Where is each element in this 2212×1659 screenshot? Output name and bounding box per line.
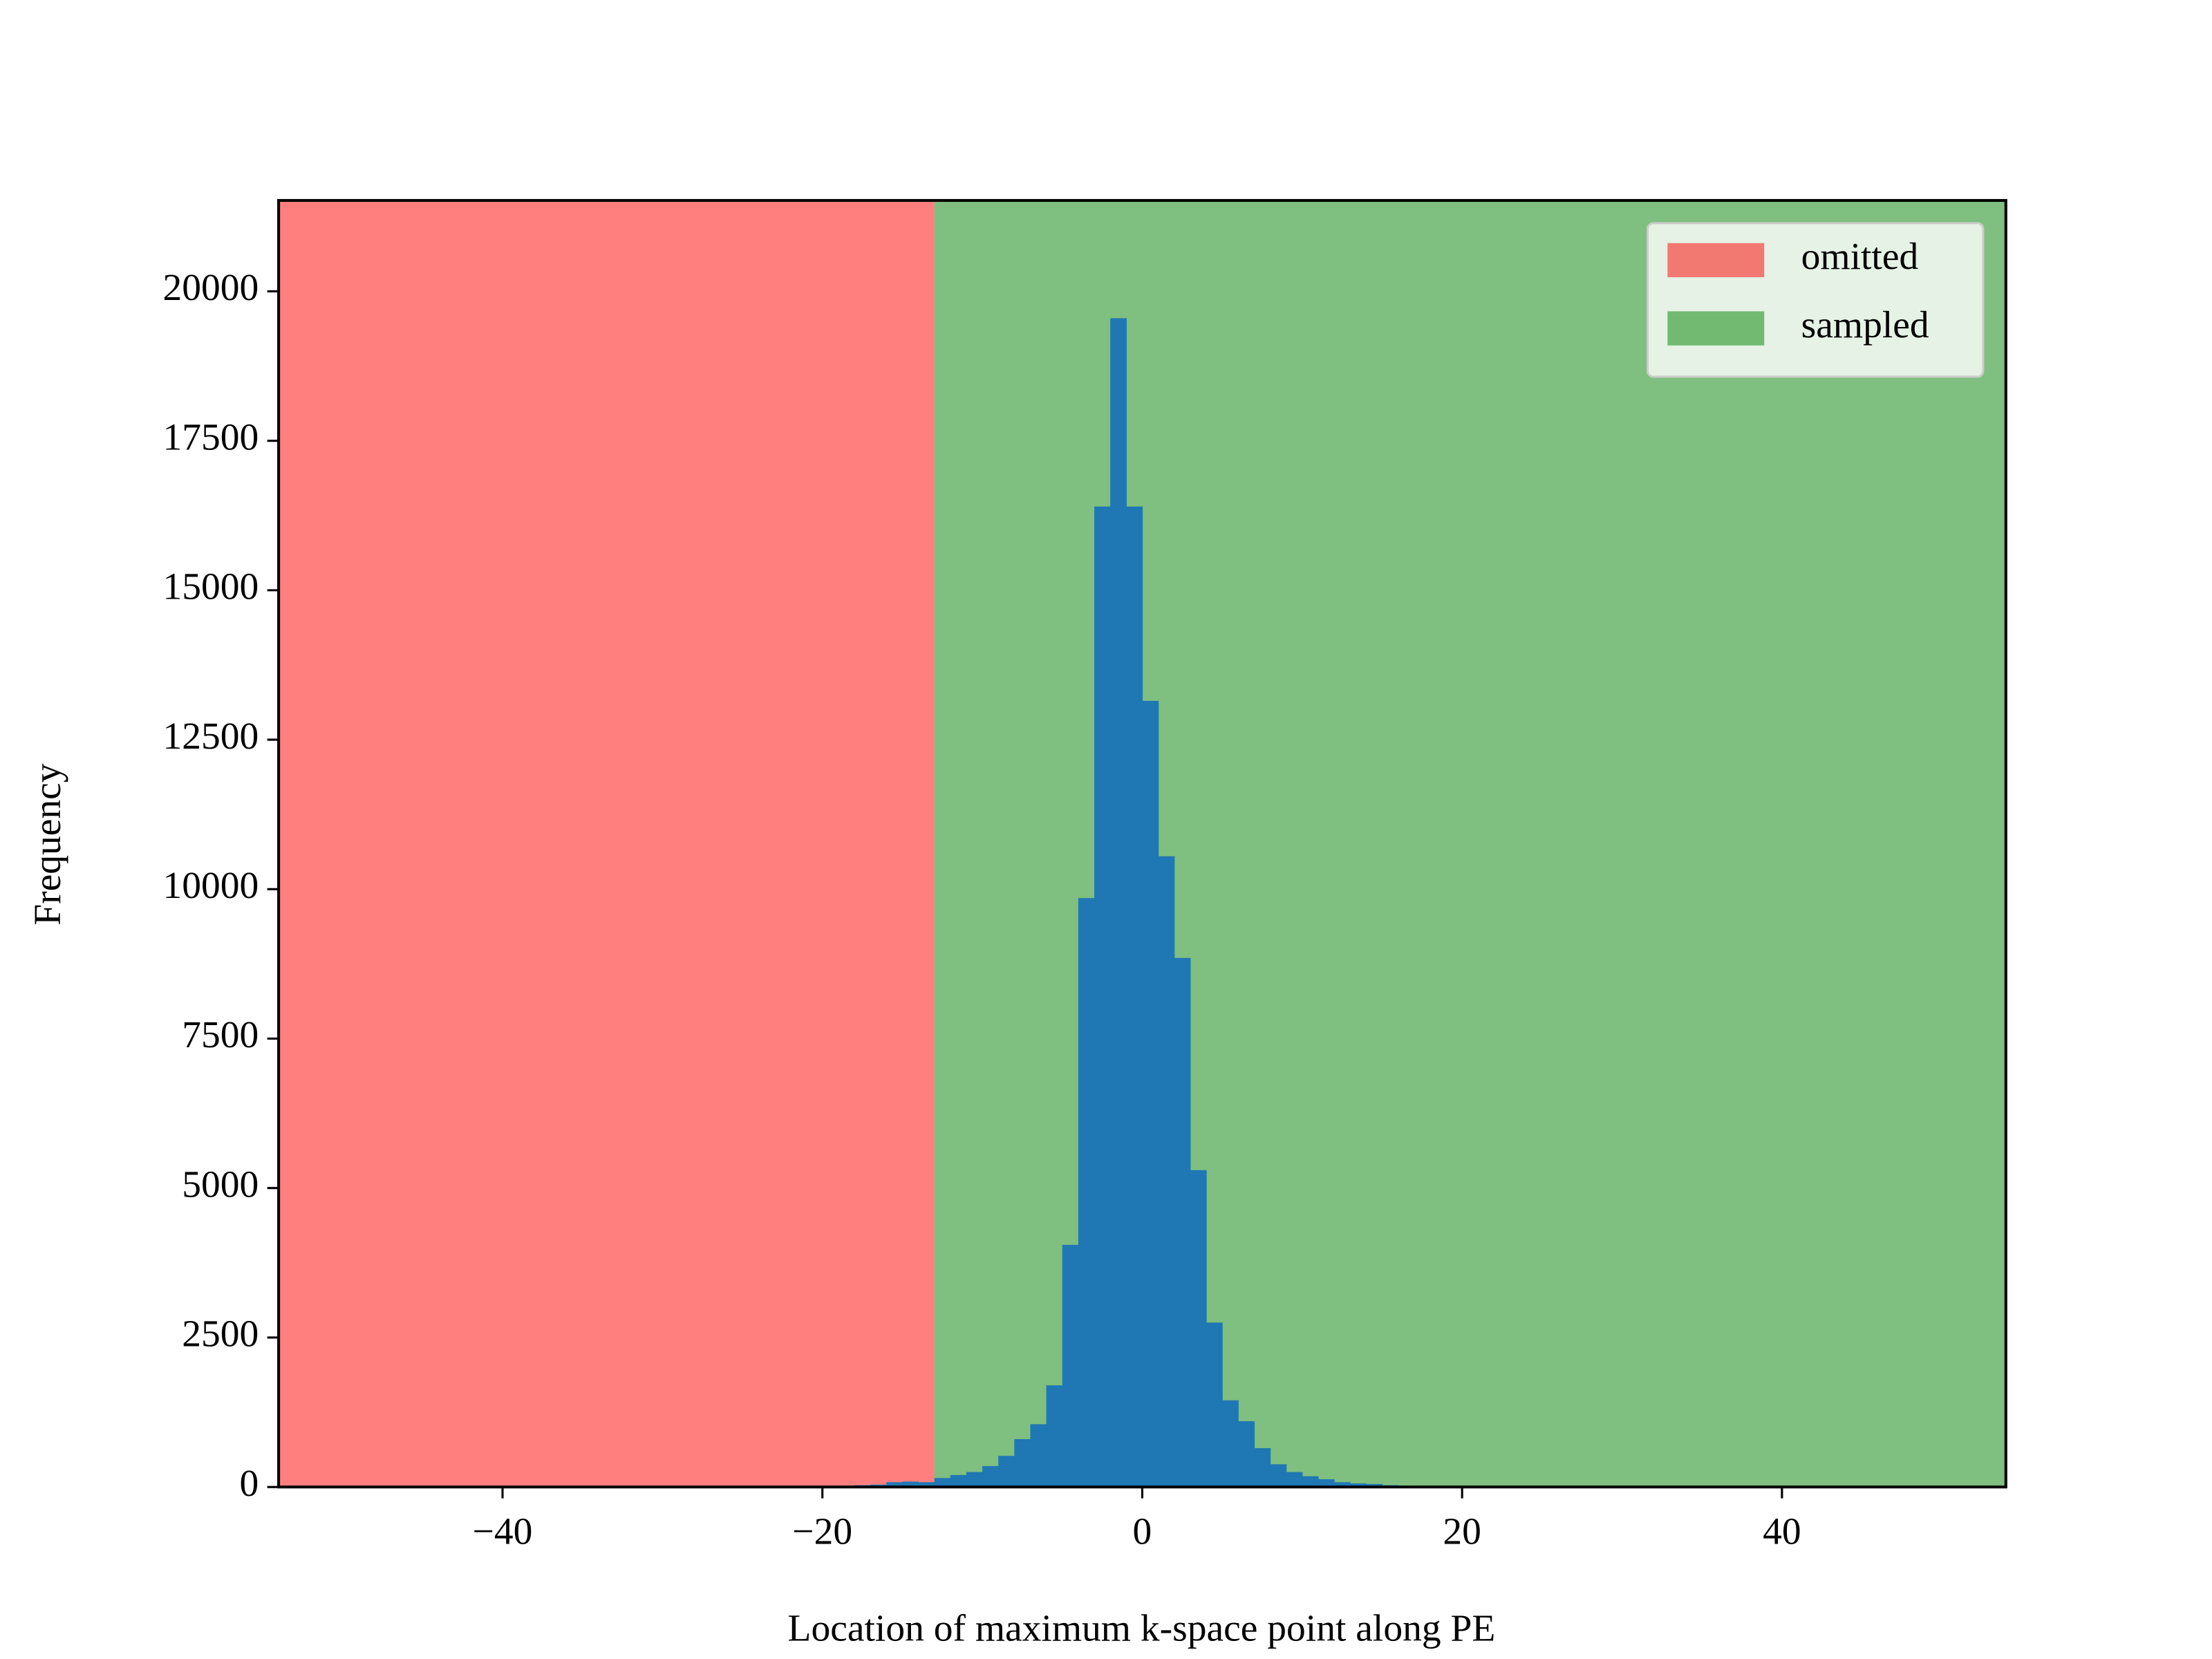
y-tick-label: 10000 bbox=[162, 865, 259, 907]
histogram-bar bbox=[1078, 898, 1095, 1488]
histogram-bar bbox=[1222, 1400, 1239, 1488]
histogram-bar bbox=[1062, 1244, 1079, 1488]
histogram-bar bbox=[1110, 318, 1127, 1488]
x-tick-label: −20 bbox=[792, 1510, 852, 1553]
histogram-bar bbox=[1030, 1424, 1047, 1488]
histogram-bar bbox=[1350, 1483, 1367, 1488]
y-tick-label: 12500 bbox=[162, 715, 259, 758]
x-tick-label: −40 bbox=[473, 1510, 533, 1553]
y-tick-label: 20000 bbox=[162, 267, 259, 309]
histogram-bar bbox=[1014, 1438, 1031, 1488]
span-region bbox=[279, 200, 935, 1488]
histogram-bar bbox=[950, 1474, 967, 1488]
x-tick-label: 0 bbox=[1133, 1510, 1152, 1553]
histogram-bar bbox=[1254, 1447, 1271, 1488]
legend-swatch bbox=[1667, 311, 1765, 346]
legend: omitted sampled bbox=[1647, 222, 1985, 378]
y-tick-label: 5000 bbox=[182, 1163, 259, 1206]
x-tick-label: 20 bbox=[1443, 1510, 1481, 1553]
histogram-bar bbox=[966, 1472, 983, 1488]
y-tick-label: 0 bbox=[240, 1463, 259, 1505]
y-tick-label: 17500 bbox=[162, 416, 259, 458]
legend-label: omitted bbox=[1801, 236, 1919, 278]
y-axis-label: Frequency bbox=[27, 763, 69, 926]
x-axis-label: Location of maximum k-space point along … bbox=[788, 1608, 1496, 1650]
histogram-bar bbox=[1238, 1421, 1255, 1488]
histogram-bar bbox=[1190, 1170, 1207, 1488]
histogram-bar bbox=[998, 1456, 1015, 1488]
histogram-bar bbox=[1334, 1482, 1351, 1488]
histogram-bar bbox=[902, 1481, 919, 1488]
y-tick-label: 7500 bbox=[182, 1014, 259, 1056]
histogram-bar bbox=[1126, 506, 1143, 1488]
y-tick-label: 15000 bbox=[162, 566, 259, 608]
histogram-bar bbox=[886, 1482, 903, 1488]
histogram-bar bbox=[1366, 1483, 1383, 1488]
histogram-bar bbox=[1286, 1472, 1303, 1488]
y-tick-label: 2500 bbox=[182, 1313, 259, 1356]
histogram-bar bbox=[1046, 1385, 1063, 1488]
histogram-bar bbox=[1318, 1479, 1335, 1488]
histogram-bar bbox=[982, 1465, 999, 1488]
legend-swatch bbox=[1667, 243, 1765, 278]
histogram-bar bbox=[1302, 1476, 1319, 1488]
histogram-bar bbox=[1094, 506, 1111, 1488]
histogram-bar bbox=[1206, 1322, 1223, 1488]
x-tick-label: 40 bbox=[1763, 1510, 1801, 1553]
histogram-bar bbox=[1142, 700, 1159, 1488]
histogram-bar bbox=[1270, 1464, 1287, 1488]
histogram-bar bbox=[1174, 957, 1191, 1488]
legend-label: sampled bbox=[1801, 304, 1929, 346]
histogram-bar bbox=[1158, 856, 1175, 1488]
histogram-bar bbox=[918, 1482, 935, 1488]
histogram-bar bbox=[934, 1478, 951, 1488]
